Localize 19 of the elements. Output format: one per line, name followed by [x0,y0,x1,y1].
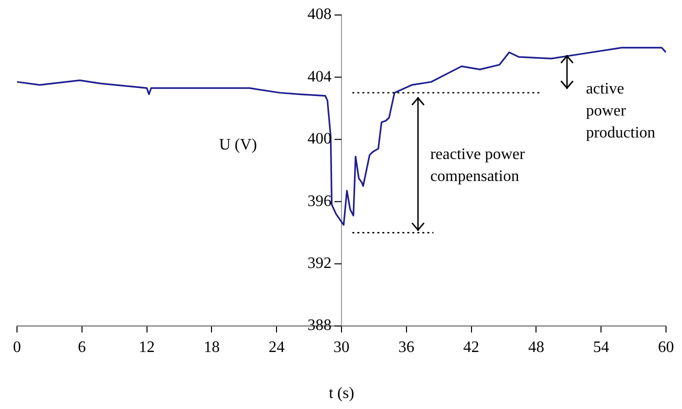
x-tick-label: 42 [463,338,480,356]
y-axis-title: U (V) [219,136,257,154]
x-tick-label: 60 [658,338,674,356]
x-tick-label: 24 [268,338,285,356]
y-tick-label: 396 [308,192,332,210]
x-tick-label: 54 [593,338,610,356]
x-tick-label: 48 [528,338,544,356]
y-tick-label: 408 [308,6,332,24]
y-tick-label: 392 [308,255,332,272]
annotation: active power production [586,80,656,142]
x-axis-title: t (s) [328,385,354,402]
x-tick-label: 12 [138,338,155,356]
x-tick-label: 18 [204,338,220,356]
annotation: reactive power compensation [430,146,526,186]
x-tick-label: 36 [398,338,414,356]
x-tick-label: 0 [13,338,21,356]
x-tick-label: 6 [78,338,86,356]
x-tick-label: 30 [334,338,350,356]
y-tick-label: 404 [308,68,332,86]
